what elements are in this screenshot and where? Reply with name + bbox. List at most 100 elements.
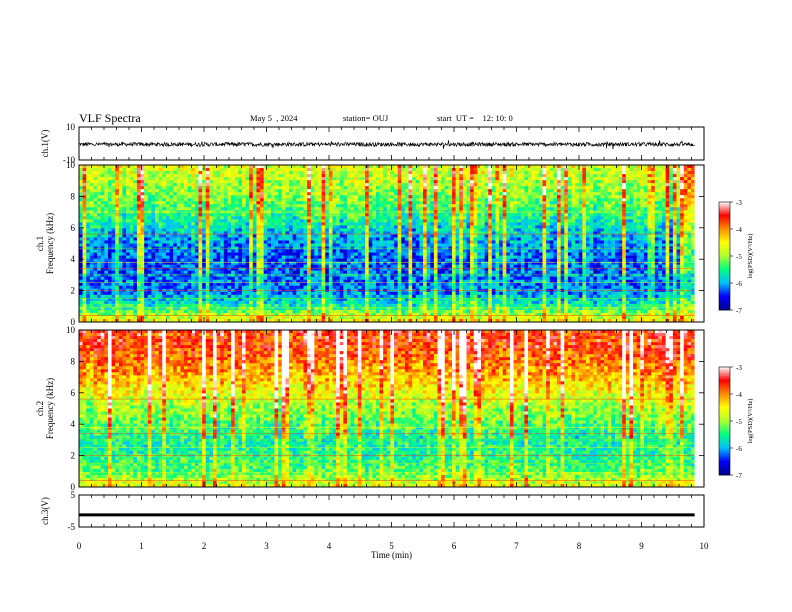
spectrogram-cell	[227, 213, 232, 217]
spectrogram-cell	[209, 285, 214, 290]
spectrogram-cell	[285, 318, 290, 323]
spectrogram-cell	[220, 231, 225, 235]
spectrogram-cell	[234, 234, 239, 238]
spectrogram-cell	[263, 183, 268, 187]
spectrogram-cell	[231, 192, 236, 196]
spectrogram-cell	[118, 216, 123, 220]
spectrogram-cell	[372, 228, 377, 232]
spectrogram-cell	[321, 165, 326, 169]
spectrogram-cell	[169, 228, 174, 232]
spectrogram-cell	[223, 243, 228, 247]
spectrogram-cell	[368, 192, 373, 196]
spectrogram-cell	[357, 225, 362, 229]
spectrogram-cell	[350, 222, 355, 226]
spectrogram-cell	[263, 168, 268, 172]
spectrogram-cell	[126, 192, 130, 196]
spectrogram-cell	[307, 189, 312, 193]
spectrogram-cell	[339, 303, 344, 308]
spectrogram-cell	[397, 174, 402, 178]
spectrogram-cell	[321, 213, 326, 217]
spectrogram-cell	[202, 264, 207, 268]
spectrogram-cell	[118, 186, 123, 190]
spectrogram-cell	[144, 240, 149, 244]
spectrogram-cell	[227, 300, 232, 305]
spectrogram-cell	[260, 180, 264, 184]
spectrogram-cell	[252, 273, 257, 278]
spectrogram-cell	[249, 231, 254, 235]
spectrogram-cell	[227, 237, 232, 241]
spectrogram-cell	[325, 168, 330, 172]
spectrogram-cell	[365, 297, 369, 302]
spectrogram-cell	[318, 231, 322, 235]
spectrogram-cell	[278, 168, 283, 172]
spectrogram-cell	[212, 180, 217, 184]
spectrogram-cell	[162, 231, 167, 235]
spectrogram-cell	[122, 174, 127, 178]
spectrogram-cell	[151, 252, 156, 256]
spectrogram-cell	[346, 273, 351, 278]
spectrogram-cell	[126, 279, 130, 284]
spectrogram-cell	[234, 294, 239, 299]
spectrogram-cell	[372, 231, 377, 235]
spectrogram-cell	[249, 174, 254, 178]
spectrogram-cell	[155, 243, 159, 247]
spectrogram-cell	[412, 201, 417, 205]
spectrogram-cell	[158, 312, 163, 317]
spectrogram-cell	[372, 309, 377, 314]
spectrogram-cell	[252, 276, 257, 281]
spectrogram-cell	[147, 318, 152, 323]
spectrogram-cell	[332, 228, 337, 232]
spectrogram-cell	[118, 282, 123, 287]
spectrogram-cell	[267, 228, 272, 232]
spectrogram-cell	[365, 183, 369, 187]
spectrogram-cell	[111, 216, 116, 220]
spectrogram-cell	[136, 318, 141, 323]
spectrogram-cell	[336, 255, 341, 259]
spectrogram-cell	[79, 216, 83, 220]
spectrogram-cell	[303, 312, 308, 317]
spectrogram-cell	[314, 279, 319, 284]
spectrogram-cell	[111, 234, 116, 238]
spectrogram-cell	[357, 240, 362, 244]
spectrogram-cell	[227, 171, 232, 175]
spectrogram-cell	[404, 294, 409, 299]
spectrogram-cell	[100, 171, 105, 175]
spectrogram-cell	[249, 189, 254, 193]
spectrogram-cell	[198, 231, 203, 235]
spectrogram-cell	[133, 189, 138, 193]
spectrogram-cell	[79, 255, 83, 259]
spectrogram-cell	[375, 267, 380, 271]
spectrogram-cell	[278, 261, 283, 265]
spectrogram-cell	[332, 270, 337, 274]
spectrogram-cell	[307, 207, 312, 211]
spectrogram-cell	[144, 231, 149, 235]
spectrogram-cell	[368, 300, 373, 305]
spectrogram-cell	[241, 225, 246, 229]
spectrogram-cell	[107, 240, 112, 244]
spectrogram-cell	[100, 258, 105, 262]
spectrogram-cell	[318, 255, 322, 259]
spectrogram-cell	[191, 252, 196, 256]
spectrogram-cell	[325, 234, 330, 238]
spectrogram-cell	[122, 291, 127, 296]
spectrogram-cell	[89, 177, 94, 181]
spectrogram-cell	[79, 168, 83, 172]
spectrogram-cell	[296, 201, 301, 205]
spectrogram-cell	[140, 270, 145, 274]
spectrogram-cell	[328, 258, 333, 262]
spectrogram-cell	[212, 219, 217, 223]
spectrogram-cell	[379, 270, 384, 274]
spectrogram-cell	[118, 225, 123, 229]
spectrogram-cell	[321, 168, 326, 172]
spectrogram-cell	[180, 249, 185, 253]
spectrogram-cell	[86, 276, 91, 281]
spectrogram-cell	[314, 183, 319, 187]
spectrogram-cell	[415, 174, 420, 178]
spectrogram-cell	[325, 282, 330, 287]
spectrogram-cell	[223, 195, 228, 199]
spectrogram-cell	[357, 300, 362, 305]
spectrogram-cell	[111, 273, 116, 278]
spectrogram-cell	[336, 177, 341, 181]
spectrogram-cell	[223, 306, 228, 311]
spectrogram-cell	[162, 252, 167, 256]
